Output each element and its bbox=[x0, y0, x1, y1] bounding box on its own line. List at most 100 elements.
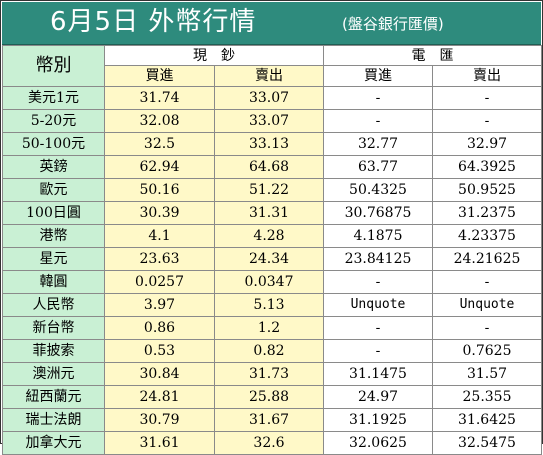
tt-buy-rate: 50.4325 bbox=[323, 178, 433, 202]
cash-sell-header: 賣出 bbox=[214, 65, 324, 87]
cash-sell-rate: 5.13 bbox=[214, 293, 324, 317]
table-row: 紐西蘭元 24.81 25.88 24.97 25.355 bbox=[2, 385, 542, 409]
cash-sell-rate: 33.07 bbox=[214, 109, 324, 133]
cash-sell-rate: 0.82 bbox=[214, 339, 324, 363]
cash-sell-rate: 0.0347 bbox=[214, 270, 324, 294]
rate-source: (盤谷銀行匯價) bbox=[342, 15, 444, 33]
currency-name: 新台幣 bbox=[2, 316, 105, 340]
currency-name: 港幣 bbox=[2, 224, 105, 248]
cash-sell-rate: 1.2 bbox=[214, 316, 324, 340]
cash-buy-rate: 0.0257 bbox=[104, 270, 215, 294]
tt-buy-rate: 32.0625 bbox=[323, 431, 433, 455]
tt-sell-rate: 32.97 bbox=[432, 132, 542, 156]
tt-buy-rate: 4.1875 bbox=[323, 224, 433, 248]
table-row: 韓圓 0.0257 0.0347 - - bbox=[2, 270, 542, 294]
tt-sell-rate: 31.2375 bbox=[432, 201, 542, 225]
header-row-groups: 幣別 現 鈔 電 匯 bbox=[2, 45, 542, 87]
table-row: 50-100元 32.5 33.13 32.77 32.97 bbox=[2, 132, 542, 156]
currency-name: 加拿大元 bbox=[2, 431, 105, 455]
table-row: 星元 23.63 24.34 23.84125 24.21625 bbox=[2, 247, 542, 271]
cash-sell-rate: 4.28 bbox=[214, 224, 324, 248]
tt-buy-rate: - bbox=[323, 270, 433, 294]
currency-name: 瑞士法朗 bbox=[2, 408, 105, 432]
header-row-buy-sell: 買進 賣出 買進 賣出 bbox=[3, 65, 542, 87]
tt-sell-rate: 32.5475 bbox=[432, 431, 542, 455]
page-title: 6月5日 外幣行情 bbox=[50, 7, 257, 37]
cash-sell-rate: 24.34 bbox=[214, 247, 324, 271]
tt-buy-rate: 24.97 bbox=[323, 385, 433, 409]
table-row: 5-20元 32.08 33.07 - - bbox=[2, 109, 542, 133]
tt-buy-rate: - bbox=[323, 86, 433, 110]
table-row: 英鎊 62.94 64.68 63.77 64.3925 bbox=[2, 155, 542, 179]
cash-sell-rate: 31.67 bbox=[214, 408, 324, 432]
table-row: 人民幣 3.97 5.13 Unquote Unquote bbox=[2, 293, 542, 317]
cash-buy-rate: 32.5 bbox=[104, 132, 215, 156]
tt-buy-rate: 32.77 bbox=[323, 132, 433, 156]
tt-sell-rate: 31.6425 bbox=[432, 408, 542, 432]
tt-sell-rate: 64.3925 bbox=[432, 155, 542, 179]
currency-name: 美元1元 bbox=[2, 86, 105, 110]
cash-sell-rate: 31.73 bbox=[214, 362, 324, 386]
title-bar: 6月5日 外幣行情 (盤谷銀行匯價) bbox=[2, 2, 541, 45]
tt-sell-header: 賣出 bbox=[432, 65, 542, 87]
cash-buy-rate: 0.53 bbox=[104, 339, 215, 363]
currency-name: 星元 bbox=[2, 247, 105, 271]
cash-buy-rate: 4.1 bbox=[104, 224, 215, 248]
tt-buy-rate: - bbox=[323, 316, 433, 340]
table-row: 歐元 50.16 51.22 50.4325 50.9525 bbox=[2, 178, 542, 202]
currency-name: 菲披索 bbox=[2, 339, 105, 363]
cash-sell-rate: 64.68 bbox=[214, 155, 324, 179]
table-row: 加拿大元 31.61 32.6 32.0625 32.5475 bbox=[2, 431, 542, 455]
currency-name: 5-20元 bbox=[2, 109, 105, 133]
tt-buy-rate: Unquote bbox=[323, 293, 433, 317]
tt-buy-rate: 30.76875 bbox=[323, 201, 433, 225]
cash-sell-rate: 31.31 bbox=[214, 201, 324, 225]
cash-buy-rate: 50.16 bbox=[104, 178, 215, 202]
table-row: 新台幣 0.86 1.2 - - bbox=[2, 316, 542, 340]
table-row: 菲披索 0.53 0.82 - 0.7625 bbox=[2, 339, 542, 363]
cash-buy-rate: 3.97 bbox=[104, 293, 215, 317]
cash-buy-rate: 30.79 bbox=[104, 408, 215, 432]
tt-buy-rate: - bbox=[323, 339, 433, 363]
cash-buy-rate: 31.61 bbox=[104, 431, 215, 455]
cash-buy-rate: 0.86 bbox=[104, 316, 215, 340]
table-row: 瑞士法朗 30.79 31.67 31.1925 31.6425 bbox=[2, 408, 542, 432]
currency-name: 紐西蘭元 bbox=[2, 385, 105, 409]
tt-buy-rate: 23.84125 bbox=[323, 247, 433, 271]
table-row: 100日圓 30.39 31.31 30.76875 31.2375 bbox=[2, 201, 542, 225]
currency-name: 英鎊 bbox=[2, 155, 105, 179]
table-row: 港幣 4.1 4.28 4.1875 4.23375 bbox=[2, 224, 542, 248]
table-row: 澳洲元 30.84 31.73 31.1475 31.57 bbox=[2, 362, 542, 386]
currency-column-header: 幣別 bbox=[2, 45, 105, 87]
cash-buy-rate: 30.39 bbox=[104, 201, 215, 225]
tt-sell-rate: 50.9525 bbox=[432, 178, 542, 202]
tt-sell-rate: - bbox=[432, 109, 542, 133]
cash-buy-header: 買進 bbox=[104, 65, 215, 87]
cash-buy-rate: 31.74 bbox=[104, 86, 215, 110]
cash-group-header: 現 鈔 bbox=[104, 45, 324, 66]
cash-buy-rate: 24.81 bbox=[104, 385, 215, 409]
tt-sell-rate: 0.7625 bbox=[432, 339, 542, 363]
cash-sell-rate: 32.6 bbox=[214, 431, 324, 455]
tt-buy-rate: - bbox=[323, 109, 433, 133]
currency-name: 韓圓 bbox=[2, 270, 105, 294]
tt-buy-rate: 31.1925 bbox=[323, 408, 433, 432]
currency-name: 人民幣 bbox=[2, 293, 105, 317]
cash-buy-rate: 62.94 bbox=[104, 155, 215, 179]
rate-rows: 美元1元 31.74 33.07 - - 5-20元 32.08 33.07 -… bbox=[2, 86, 542, 455]
tt-buy-rate: 31.1475 bbox=[323, 362, 433, 386]
tt-sell-rate: - bbox=[432, 316, 542, 340]
rate-table: 幣別 現 鈔 電 匯 買進 賣出 買進 賣出 美元1元 31.74 33.07 … bbox=[2, 45, 542, 455]
tt-sell-rate: 24.21625 bbox=[432, 247, 542, 271]
currency-name: 50-100元 bbox=[2, 132, 105, 156]
tt-sell-rate: - bbox=[432, 270, 542, 294]
tt-buy-header: 買進 bbox=[323, 65, 433, 87]
cash-sell-rate: 33.13 bbox=[214, 132, 324, 156]
cash-sell-rate: 51.22 bbox=[214, 178, 324, 202]
cash-buy-rate: 32.08 bbox=[104, 109, 215, 133]
cash-sell-rate: 25.88 bbox=[214, 385, 324, 409]
tt-sell-rate: Unquote bbox=[432, 293, 542, 317]
tt-sell-rate: - bbox=[432, 86, 542, 110]
currency-name: 歐元 bbox=[2, 178, 105, 202]
